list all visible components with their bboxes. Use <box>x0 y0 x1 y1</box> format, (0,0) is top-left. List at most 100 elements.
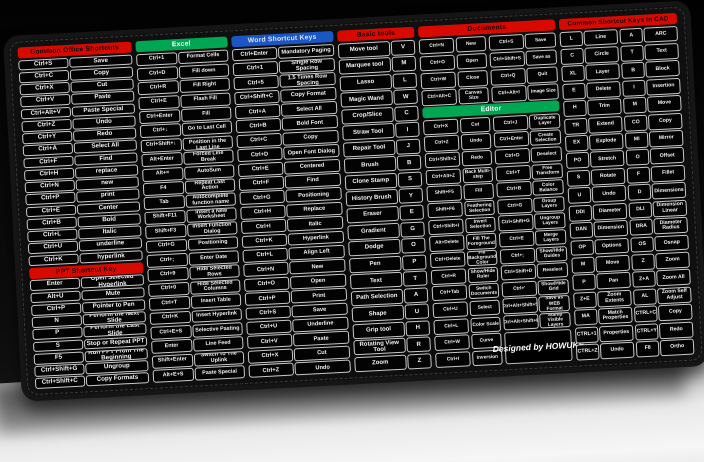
shortcut-row: Ctrl+Shift+D Reselect <box>500 262 569 281</box>
shortcut-action: Select <box>469 299 501 317</box>
shortcut-row: Ctrl+E Merge Layers <box>498 229 567 248</box>
shortcut-key: Alt+Delete <box>429 234 465 252</box>
shortcut-action: Zoom All <box>656 269 691 287</box>
shortcut-row: I Insertion <box>622 77 681 97</box>
shortcut-action: Circle <box>584 45 619 64</box>
shortcut-key: Ctrl+S <box>245 305 291 321</box>
shortcut-action: 1.5 Times Row Spacing <box>279 72 336 88</box>
shortcut-row: TR Extend <box>564 115 623 135</box>
section-documents-editor: Documents Ctrl+N New Ctrl+O Open Ctrl+W Close… <box>418 19 584 369</box>
shortcut-key: Ctrl+O <box>419 54 456 72</box>
shortcut-action: Block <box>645 60 680 78</box>
shortcut-key: Z <box>631 253 655 271</box>
shortcut-row: Ctrl+O Open <box>419 52 488 72</box>
shortcut-key: Ctrl+A <box>22 143 73 157</box>
shortcut-action: Close <box>456 69 489 88</box>
shortcut-key: Ctrl+P <box>244 290 290 306</box>
shortcut-key: Ctrl+B <box>235 118 281 134</box>
shortcut-key: T <box>402 270 428 287</box>
shortcut-action: Brush <box>343 156 397 174</box>
shortcut-row: D Dimensions <box>627 182 687 201</box>
shortcut-key: Y <box>398 187 424 205</box>
shortcut-key: Ctrl+9 <box>147 267 189 283</box>
shortcut-row: CTRL+Z Undo <box>576 341 635 361</box>
shortcut-row: DDI Diameter <box>568 202 628 222</box>
shortcut-key: U <box>404 303 430 320</box>
shortcut-key: Ctrl+K <box>241 233 287 249</box>
section-cad: Common Shortcut Keys in CAD L Line C Circle… <box>558 12 695 361</box>
shortcut-action: Open <box>456 52 488 70</box>
shortcut-key: Ctrl+Alt+Shift+S <box>502 297 538 315</box>
shortcut-action: Save as WEB Format <box>538 295 571 313</box>
shortcut-action: Reselect <box>536 262 569 279</box>
shortcut-action: New <box>289 259 346 275</box>
shortcut-action: Fillet <box>650 164 686 183</box>
shortcut-row: Ctrl+Shift+Z Redo <box>424 149 493 169</box>
shortcut-action: Format Cells <box>178 49 229 65</box>
shortcut-action: Line <box>583 28 619 47</box>
shortcut-action: Switch To The Uplink <box>193 350 244 367</box>
shortcut-key: F5 <box>33 351 84 365</box>
shortcut-row: Ctrl+Enter Create Selection <box>493 129 562 149</box>
shortcut-action: Cut <box>293 345 351 362</box>
shortcut-key: Enter <box>150 339 193 355</box>
shortcut-key: Ctrl+1 <box>135 51 178 67</box>
shortcut-key: Ctrl+O <box>243 276 290 292</box>
shortcut-action: Select All <box>280 100 338 117</box>
shortcut-row: MA Match Properties <box>574 306 633 326</box>
shortcut-action: Match Properties <box>598 306 633 325</box>
shortcut-action: Group Layers <box>533 195 566 213</box>
shortcut-key: L <box>392 72 418 89</box>
shortcut-key: CTRL+Y <box>635 323 659 341</box>
shortcut-action: Show/Hide Guides <box>536 245 568 263</box>
shortcut-row: Ctrl+Shift+I Invert Selection <box>428 216 497 236</box>
shortcut-action: Offset <box>649 147 685 165</box>
shortcut-key: OP <box>570 239 594 257</box>
shortcut-key: M <box>623 96 647 114</box>
shortcut-key: Ctrl+; <box>499 247 536 265</box>
shortcut-row: Alt+Delete Fill The Foreground <box>429 233 498 252</box>
shortcut-action: Positioning <box>285 187 342 203</box>
shortcut-key: Ctrl+C <box>235 132 282 148</box>
shortcut-action: Color Scale <box>469 316 502 333</box>
shortcut-action: Copy <box>648 112 683 131</box>
shortcut-action: Back Multi-step <box>462 166 494 184</box>
shortcut-action: Enter Date <box>188 250 239 266</box>
shortcut-row: Ctrl+X Cut <box>423 116 492 136</box>
shortcut-action: Dimension Linear <box>652 199 688 218</box>
shortcut-row: Ctrl+Shift+G Ungroup Layers <box>497 212 566 232</box>
shortcut-action: Deselect <box>530 146 563 163</box>
shortcut-key: Ctrl+U <box>27 240 78 255</box>
shortcut-row: Ctrl+Delete Fill Background Color <box>429 249 498 269</box>
shortcut-key: Ctrl+T <box>148 295 190 311</box>
shortcut-key: Ctrl+E <box>25 204 76 218</box>
shortcut-key: Alt+= <box>141 166 184 182</box>
shortcut-key: L <box>559 30 583 48</box>
shortcut-action: Print <box>290 287 348 304</box>
shortcut-key: I <box>395 121 420 139</box>
shortcut-row: DAN Dimension <box>569 219 629 239</box>
shortcut-key: Ctrl+G <box>145 238 187 254</box>
shortcut-key: Alt+Enter <box>141 152 183 168</box>
shortcut-action: Check Current Position in the Last Line <box>182 135 233 151</box>
shortcut-key: EX <box>565 134 589 152</box>
shortcut-action: Color Balance <box>532 179 565 197</box>
shortcut-action: Mandatory Paging <box>277 43 335 60</box>
shortcut-action: Paste <box>292 330 350 347</box>
shortcut-action: Show/Hide Grid <box>537 278 570 296</box>
shortcut-key: S <box>566 169 591 187</box>
shortcut-action: Zoom Self Adjust <box>657 286 692 305</box>
shortcut-action: Crop/Slice <box>341 106 394 125</box>
shortcut-action: Shape <box>351 304 404 323</box>
shortcut-action: Ortho <box>660 338 695 357</box>
shortcut-action: Fill down <box>178 63 229 79</box>
shortcut-row: F8 Ortho <box>636 338 695 358</box>
shortcut-action: Free Transform <box>531 162 564 180</box>
shortcut-key: AL <box>633 288 657 306</box>
shortcut-key: N <box>31 314 82 328</box>
shortcut-key: P <box>572 274 596 292</box>
shortcut-action: Move <box>647 95 682 113</box>
shortcut-action: Zoom Extents <box>597 289 632 308</box>
shortcut-key: G <box>400 220 426 238</box>
